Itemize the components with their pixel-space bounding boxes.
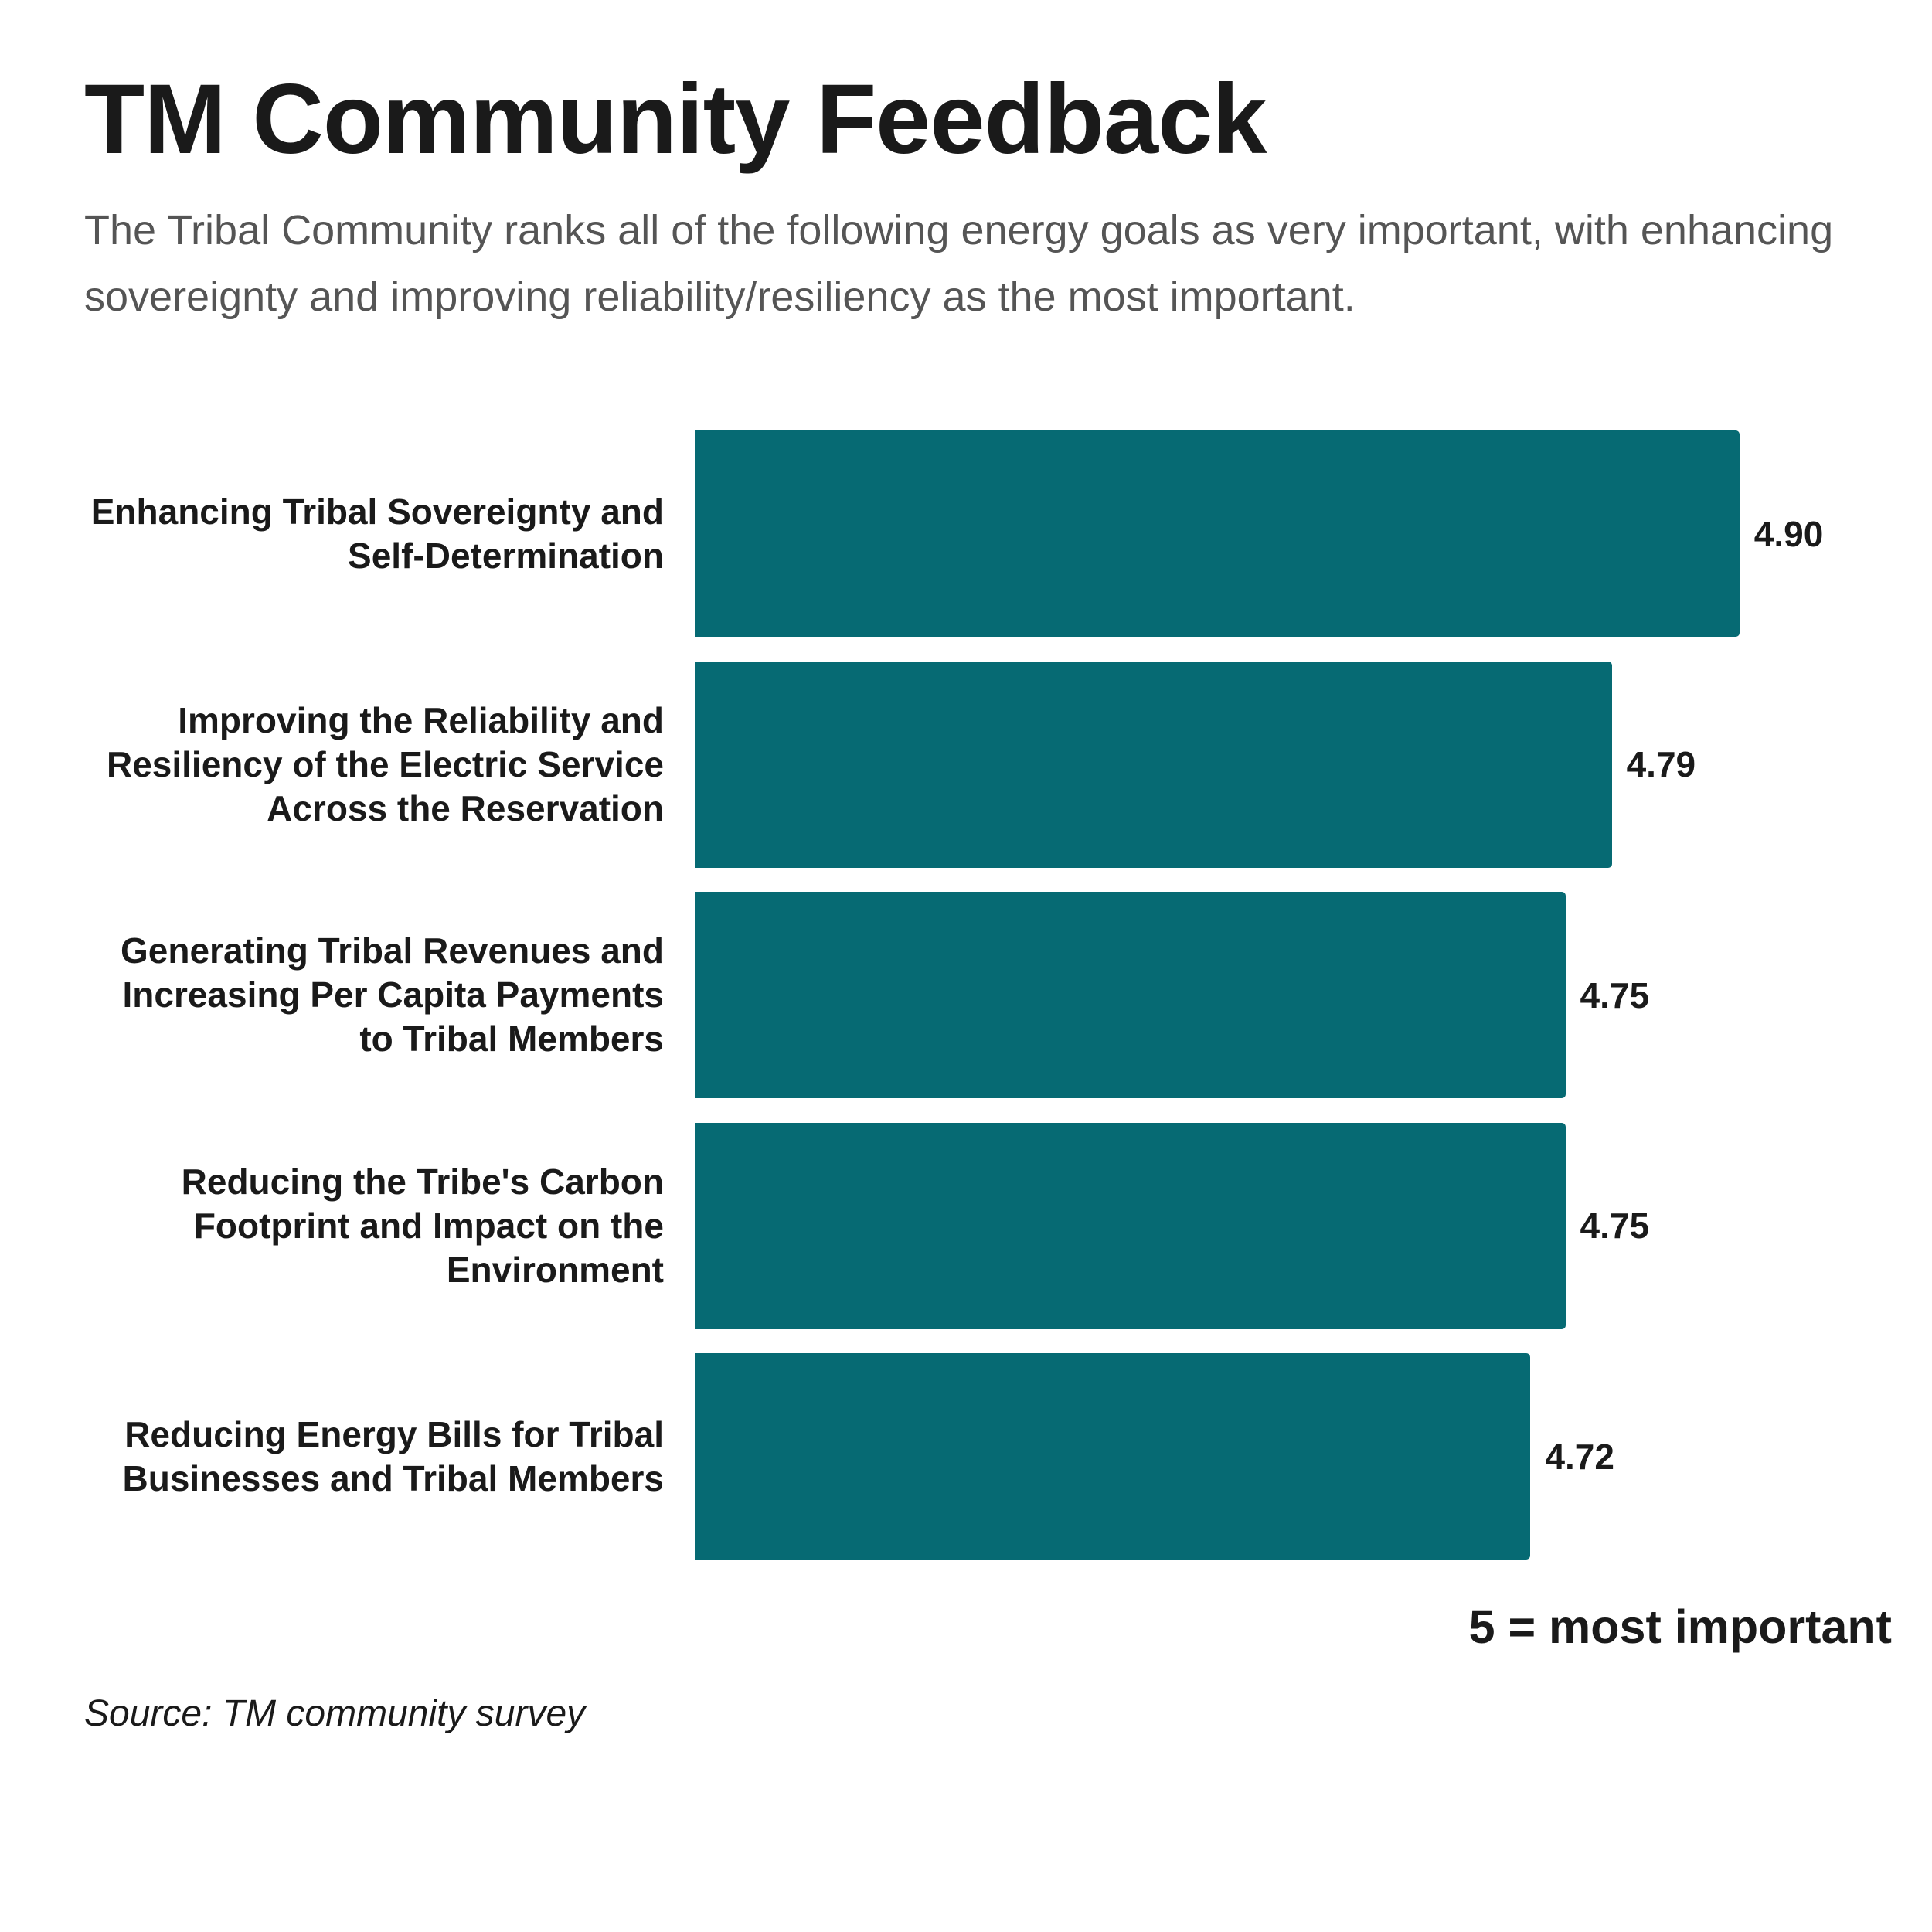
chart-subtitle: The Tribal Community ranks all of the fo… (84, 207, 1834, 320)
category-label: Reducing the Tribe's Carbon Footprint an… (181, 1161, 664, 1290)
annotation: 5 = most important (1468, 1600, 1892, 1653)
chart-title: TM Community Feedback (84, 64, 1267, 175)
bar (695, 661, 1612, 868)
category-label: Enhancing Tribal Sovereignty and Self-De… (90, 491, 664, 576)
bar (695, 1122, 1566, 1329)
bar (695, 430, 1740, 637)
source: Source: TM community survey (84, 1693, 586, 1734)
category-label: Reducing Energy Bills for Tribal Busines… (122, 1413, 665, 1498)
value-label: 4.75 (1580, 975, 1650, 1015)
bar (695, 1353, 1531, 1560)
category-label: Improving the Reliability and Resiliency… (106, 699, 664, 828)
value-label: 4.72 (1545, 1436, 1614, 1477)
bar (695, 892, 1566, 1099)
value-label: 4.75 (1580, 1206, 1650, 1247)
value-label: 4.79 (1626, 744, 1696, 785)
category-label: Generating Tribal Revenues and Increasin… (121, 930, 664, 1060)
value-label: 4.90 (1753, 513, 1824, 554)
